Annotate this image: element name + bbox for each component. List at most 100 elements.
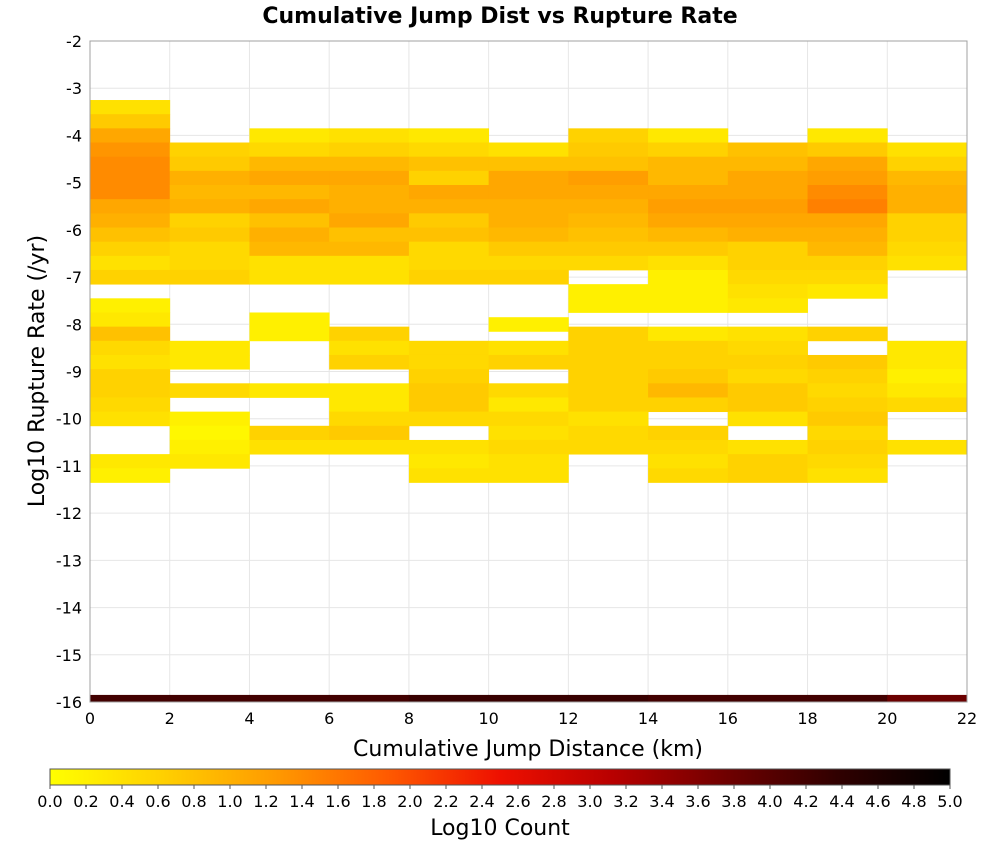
heatmap-cell [90,383,171,398]
heatmap-cell [648,142,729,158]
heatmap-cell [90,397,171,413]
heatmap-cell [329,213,410,228]
heatmap-cell [169,185,250,200]
x-tick-label: 20 [877,709,897,728]
heatmap-cell [807,213,888,228]
heatmap-cell [807,397,888,413]
heatmap-cell [408,241,490,257]
heatmap-cell [807,185,888,200]
heatmap-cell [648,128,729,143]
heatmap-cell [727,227,808,243]
heatmap-cell [90,241,171,257]
heatmap-cell [90,199,171,214]
heatmap-cell [488,156,569,172]
heatmap-cell [648,340,729,356]
colorbar-tick-label: 4.6 [865,792,890,811]
colorbar-tick-label: 2.0 [397,792,422,811]
heatmap-cell [408,142,490,158]
heatmap-cell [249,425,330,441]
heatmap-cell [887,142,968,158]
heatmap-cell [169,142,250,158]
heatmap-cell [568,185,649,200]
heatmap-cell [488,354,569,370]
heatmap-cell [249,227,330,243]
colorbar-tick-label: 4.0 [757,792,782,811]
heatmap-cell [408,128,490,143]
heatmap-cell [727,199,808,214]
heatmap-cell [408,227,490,243]
heatmap-cell [807,170,888,186]
heatmap-cell [727,241,808,257]
heatmap-cell [408,255,490,271]
heatmap-cell [648,170,729,186]
heatmap-cell [488,227,569,243]
heatmap-cell [249,185,330,200]
heatmap-cell [887,694,968,703]
heatmap-cell [408,170,490,186]
colorbar [49,768,951,786]
heatmap-cell [90,213,171,228]
heatmap-cell [727,340,808,356]
heatmap-cell [488,340,569,356]
heatmap-cell [727,185,808,200]
heatmap-cell [329,170,410,186]
y-tick-label: -12 [56,504,82,523]
x-tick-label: 0 [85,709,95,728]
colorbar-tick-label: 3.8 [721,792,746,811]
heatmap-cell [169,354,250,370]
heatmap-cell [90,369,171,384]
heatmap-cell [488,397,569,413]
heatmap-cell [329,425,410,441]
colorbar-tick-label: 2.6 [505,792,530,811]
heatmap-cell [568,326,649,342]
heatmap-cell [329,185,410,200]
colorbar-tick-label: 2.2 [433,792,458,811]
heatmap-cell [408,383,490,398]
heatmap-cell [648,425,729,441]
y-tick-label: -4 [66,126,82,145]
heatmap-cell [249,170,330,186]
heatmap-cell [169,425,250,441]
heatmap-cells [90,100,968,703]
heatmap-cell [90,156,171,172]
heatmap-cell [807,128,888,143]
y-tick-label: -3 [66,79,82,98]
heatmap-cell [408,354,490,370]
heatmap-cell [807,369,888,384]
heatmap-cell [727,454,808,469]
heatmap-cell [90,340,171,356]
heatmap-cell [648,185,729,200]
heatmap-cell [169,170,250,186]
heatmap-cell [887,439,968,455]
heatmap-cell [169,241,250,257]
heatmap-cell [249,694,330,703]
heatmap-cell [807,454,888,469]
heatmap-cell [648,199,729,214]
heatmap-cell [648,468,729,483]
heatmap-cell [90,298,171,313]
heatmap-cell [90,255,171,271]
heatmap-cell [648,213,729,228]
colorbar-tick-label: 3.0 [577,792,602,811]
heatmap-cell [568,199,649,214]
heatmap-cell [169,213,250,228]
heatmap-cell [169,439,250,455]
heatmap-cell [329,354,410,370]
heatmap-cell [408,694,490,703]
heatmap-cell [727,383,808,398]
heatmap-cell [329,340,410,356]
heatmap-cell [648,694,729,703]
x-axis-label: Cumulative Jump Distance (km) [353,737,703,762]
heatmap-cell [408,454,490,469]
colorbar-tick-label: 1.4 [289,792,314,811]
y-tick-label: -16 [56,693,82,712]
heatmap-cell [329,326,410,342]
heatmap-cell [648,241,729,257]
colorbar-tick-label: 4.4 [829,792,854,811]
heatmap-cell [488,170,569,186]
heatmap-cell [329,199,410,214]
heatmap-cell [90,114,171,129]
heatmap-cell [887,199,968,214]
heatmap-cell [727,213,808,228]
heatmap-cell [887,241,968,257]
